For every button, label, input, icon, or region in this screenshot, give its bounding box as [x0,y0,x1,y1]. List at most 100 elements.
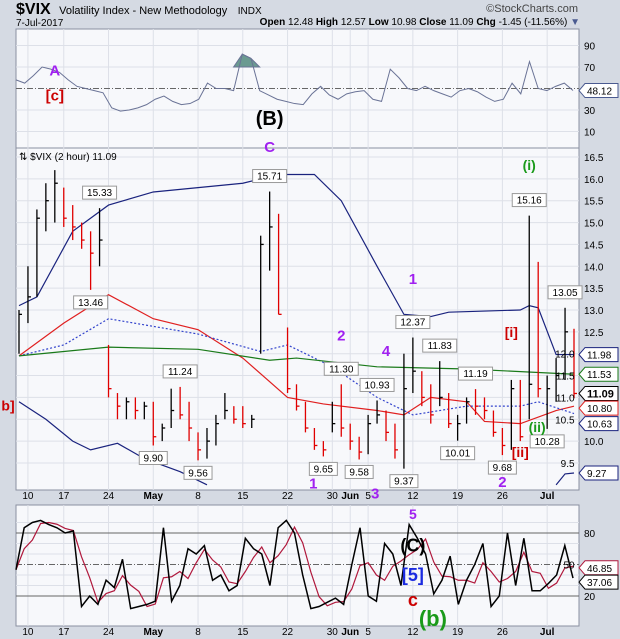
x-tick: May [144,491,164,502]
price-tick-label: 10.0 [584,437,604,448]
wave-label: [c] [46,87,64,104]
price-tag-box [183,465,213,480]
axis-value-tag-box [578,385,619,401]
x-tick: Jul [540,491,555,502]
rsi-tick-label: 10 [584,128,596,139]
x-tick-label: 15 [237,627,249,638]
x-tick: 17 [58,627,70,638]
wave-label: (i) [523,157,536,173]
x-tick: 12 [407,491,419,502]
x-tick: 8 [195,491,201,502]
dropdown-arrow-icon[interactable]: ▼ [570,17,580,28]
x-tick-label: 30 [327,491,339,502]
x-tick-label: 10 [22,627,34,638]
price-tick: 11.0 [556,393,575,404]
x-tick-label: 17 [58,627,70,638]
x-tick: Jun [341,491,359,502]
low-value: 10.98 [391,17,417,28]
x-tick: 26 [497,627,509,638]
price-tag-box [529,434,565,449]
overlay-bb-lower [18,401,208,486]
price-tag-box [487,460,517,475]
price-tag-label: 13.46 [78,298,103,309]
rsi-value-tag-label: 48.12 [587,87,612,98]
price-tag-box [344,464,374,479]
x-tick: 30 [327,627,339,638]
price-tick-label: 16.5 [584,153,604,164]
axis-value-tag-label: 11.09 [587,388,614,400]
price-tag: 9.56 [183,465,213,480]
price-tick-label: 11.5 [556,372,575,383]
wave-label-text: [i] [505,324,518,340]
wave-label: [i] [505,324,518,340]
wave-label: (B) [256,108,284,130]
price-legend-label: ⇅ $VIX (2 hour) 11.09 [19,152,117,163]
price-tag-box [359,377,395,392]
stochastic-panel [15,504,580,627]
price-tag-label: 12.37 [400,318,425,329]
x-tick-label: Jun [341,627,359,638]
wave-label-text: 4 [382,343,391,360]
wave-label-text: 1 [309,475,317,492]
price-tag: 11.19 [458,366,494,381]
x-tick: 24 [103,627,115,638]
wave-label-text: [5] [402,565,424,585]
title-line: $VIX Volatility Index - New Methodology … [16,1,262,19]
x-tick: 19 [452,491,464,502]
wave-label: c [408,590,418,610]
axis-value-tag: 11.53 [578,366,619,382]
wave-label: [ii] [512,444,529,460]
x-tick: 15 [237,627,249,638]
x-tick: 10 [22,627,34,638]
x-tick-label: May [144,491,164,502]
wave-label-text: 2 [498,474,506,491]
price-tick-label: 13.5 [584,284,604,295]
wave-label: 3 [371,486,379,503]
price-tag-box [252,169,288,184]
x-tick: 22 [282,627,294,638]
chart-header: $VIX Volatility Index - New Methodology … [0,0,620,29]
x-tick-label: May [144,627,164,638]
axis-value-tag-label: 11.53 [587,370,612,381]
x-tick-label: 26 [497,491,509,502]
axis-value-tag-box [578,400,619,416]
x-tick-label: 22 [282,627,294,638]
x-tick-label: Jun [341,491,359,502]
high-value: 12.57 [340,17,366,28]
price-tag-label: 11.83 [428,341,453,352]
price-legend: ⇅ $VIX (2 hour) 11.09 [19,152,117,163]
wave-label-text: 1 [409,271,417,288]
x-tick-label: 19 [452,491,464,502]
stoch-tick: 50 [563,561,575,572]
x-tick-label: 5 [365,491,371,502]
price-tag-box [511,193,547,208]
x-tick-label: 10 [22,491,34,502]
x-tick-label: 5 [365,627,371,638]
price-tag: 15.71 [252,169,288,184]
price-tag-label: 11.24 [168,367,193,378]
wave-label: 2 [498,474,506,491]
price-tag: 9.58 [344,464,374,479]
axis-value-tag: 11.98 [578,347,619,363]
x-tick: 15 [237,491,249,502]
overlay-ma-red [18,293,575,425]
price-tick: 9.5 [561,459,575,470]
wave-label-text: 2 [337,328,345,345]
rsi-tick: 30 [584,106,596,117]
symbol-name: Volatility Index - New Methodology [59,5,228,17]
x-tick-label: 30 [327,627,339,638]
stoch-tick: 20 [584,592,596,603]
stoch-k-tag-label: 37.06 [587,578,612,589]
x-tick: 5 [365,491,371,502]
stoch-tick-label: 50 [563,561,575,572]
wave-label: 1 [309,475,317,492]
price-tag-label: 10.01 [445,449,470,460]
price-tick-label: 13.0 [584,306,604,317]
price-tag-label: 9.65 [314,464,334,475]
x-tick: 17 [58,491,70,502]
stoch-k-line [15,519,574,610]
rsi-value-tag-box [578,83,619,99]
chart-date: 7-Jul-2017 [16,18,64,29]
axis-value-tag-label: 11.98 [587,351,612,362]
stoch-k-tag: 37.06 [578,574,619,590]
